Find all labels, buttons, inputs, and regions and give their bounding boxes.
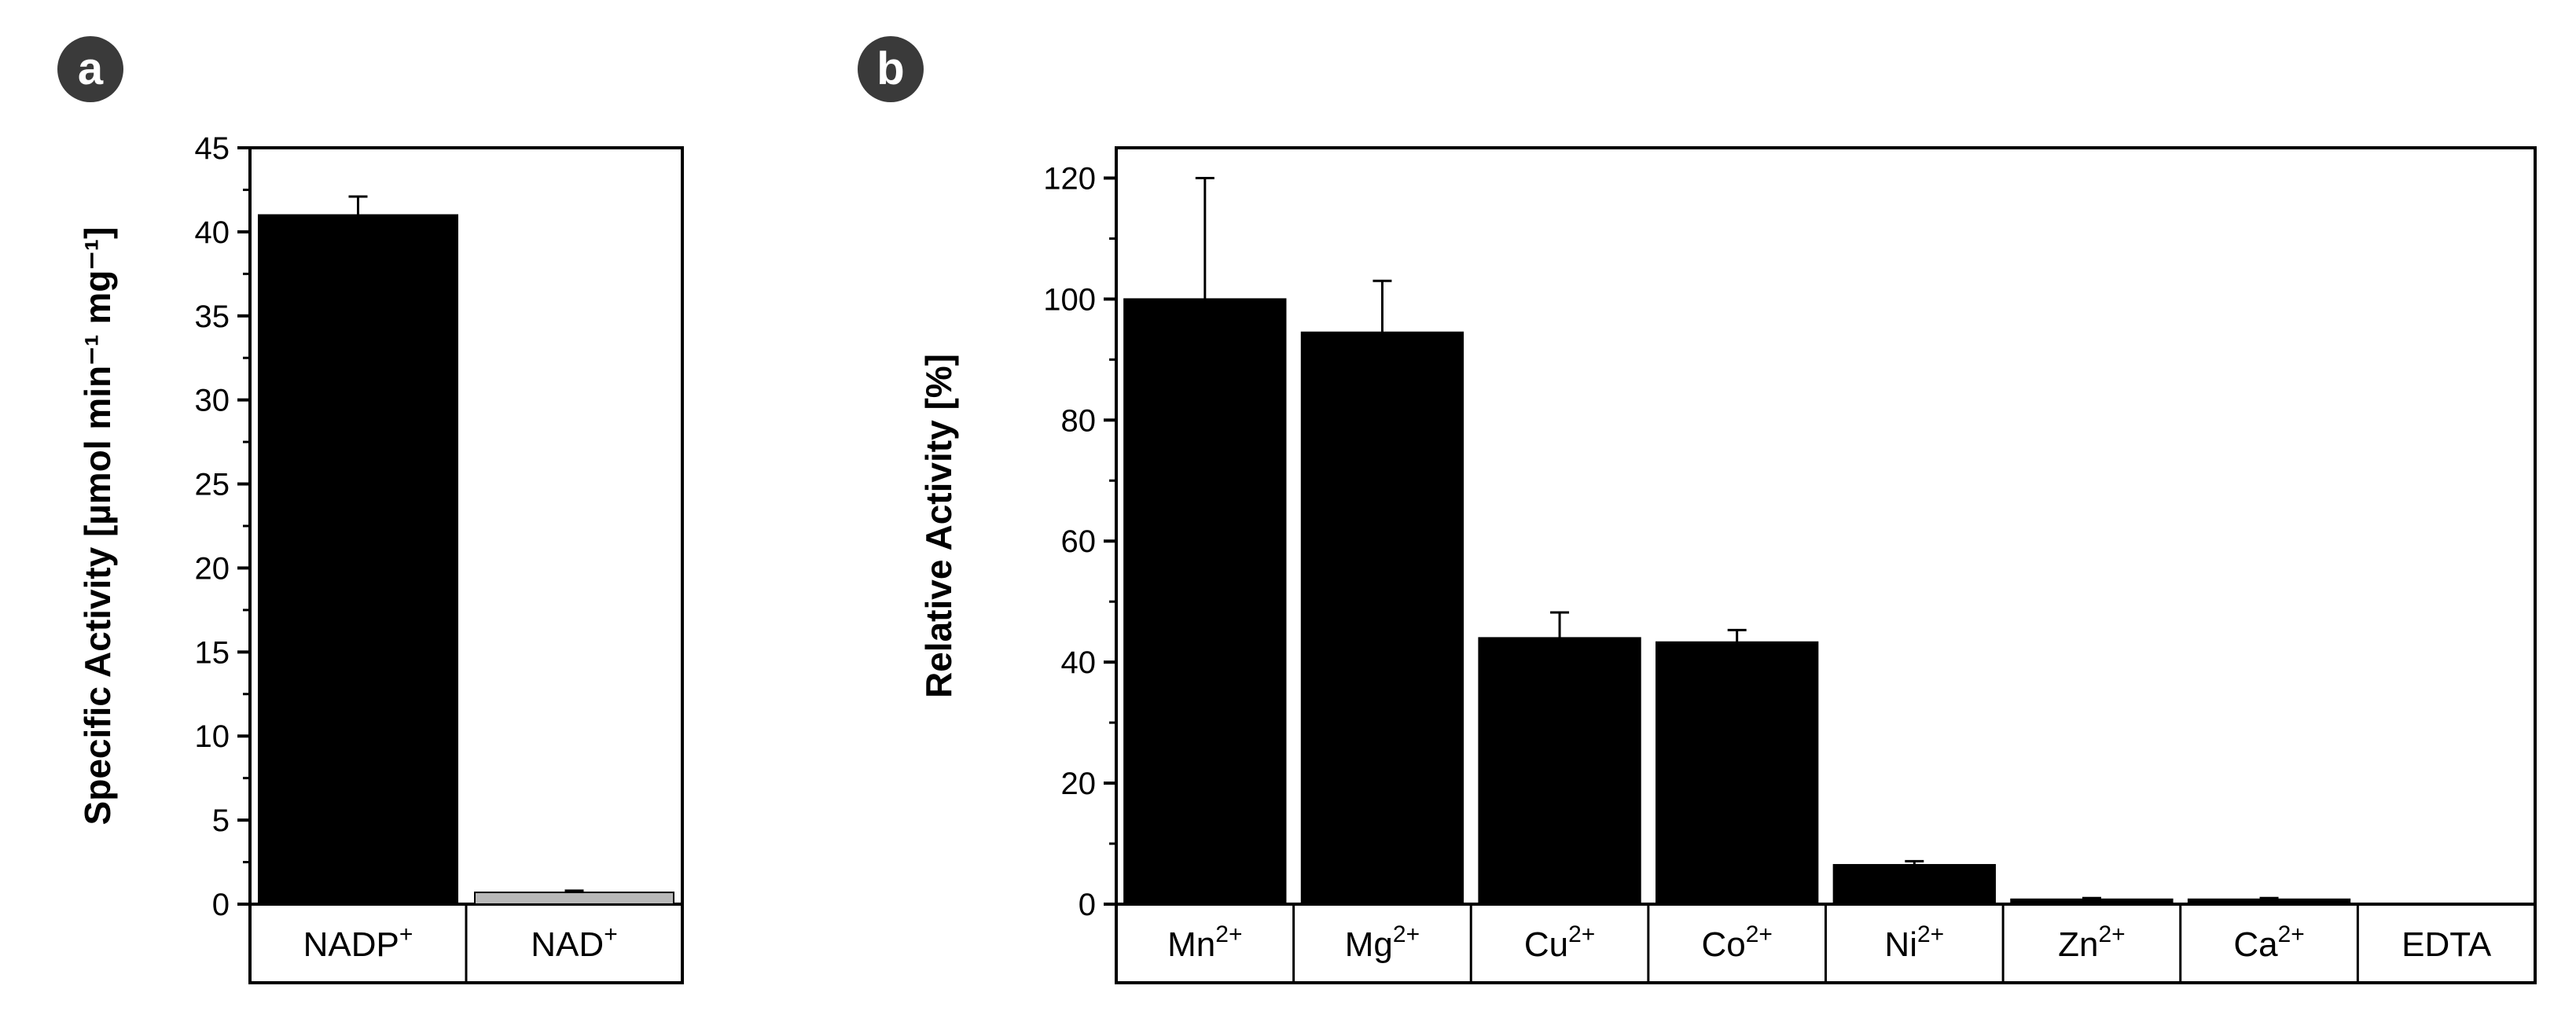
panel-b-category-label: EDTA	[2401, 925, 2492, 964]
panel-b-category-name: Mg	[1345, 925, 1393, 964]
panel-b-bar	[2187, 898, 2351, 905]
panel-b-category-label: Cu2+	[1524, 921, 1595, 964]
panel-a-ytick-label: 30	[195, 384, 230, 418]
panel-b-chart: b 0 20 40 60 80 100 120 Relative Activity [%] Mn…	[858, 36, 2537, 984]
panel-b-category-superscript: 2+	[1393, 921, 1420, 947]
panel-b-ytick-label: 80	[1061, 403, 1097, 438]
panel-b-category-name: Ca	[2233, 925, 2278, 964]
panel-b-category-name: Zn	[2058, 925, 2098, 964]
panel-b-category-label: Mn2+	[1167, 921, 1242, 964]
panel-b-category-superscript: 2+	[1215, 921, 1242, 947]
panel-b-category-superscript: 2+	[1746, 921, 1773, 947]
panel-a-category-superscript: +	[399, 921, 413, 947]
panel-a-bar	[258, 214, 458, 905]
panel-a-bar	[474, 892, 674, 905]
panel-b-bar	[1123, 298, 1287, 905]
panel-b-category-name: EDTA	[2401, 925, 2492, 964]
panel-b-ytick-label: 40	[1061, 645, 1097, 680]
panel-a-ytick-label: 20	[195, 551, 230, 586]
panel-b-bar	[1655, 641, 1819, 905]
panel-a-ytick-label: 0	[212, 888, 230, 922]
panel-b-category-name: Mn	[1167, 925, 1215, 964]
panel-b-category-label: Mg2+	[1345, 921, 1420, 964]
panel-b-category-superscript: 2+	[1917, 921, 1944, 947]
panel-b-category-superscript: 2+	[2099, 921, 2126, 947]
panel-b-ytick-label: 120	[1043, 161, 1096, 196]
panel-a-category-superscript: +	[604, 921, 618, 947]
panel-b-bar	[1478, 637, 1641, 905]
panel-b-category-label: Co2+	[1701, 921, 1772, 964]
panel-b-category-superscript: 2+	[1568, 921, 1595, 947]
panel-a-ytick-label: 40	[195, 215, 230, 250]
panel-b-ytick-label: 100	[1043, 282, 1096, 317]
panel-b-category-superscript: 2+	[2278, 921, 2305, 947]
panel-b-ytick-label: 20	[1061, 767, 1097, 801]
panel-b-ytick-label: 0	[1079, 888, 1096, 922]
panel-b-bar	[1300, 331, 1464, 905]
panel-a-category-name: NADP	[303, 925, 399, 964]
panel-b-ytick-label: 60	[1061, 524, 1097, 559]
panel-b-category-label: Zn2+	[2058, 921, 2126, 964]
panel-b-category-label: Ca2+	[2233, 921, 2304, 964]
panel-b-y-axis-label: Relative Activity [%]	[918, 354, 959, 698]
panel-b-bar	[2010, 898, 2174, 905]
panel-b-category-name: Cu	[1524, 925, 1568, 964]
panel-a-category-name: NAD	[531, 925, 604, 964]
panel-b-category-name: Co	[1701, 925, 1745, 964]
panel-b-letter: b	[876, 43, 904, 94]
panel-a-category-label: NAD+	[531, 921, 617, 964]
panel-b-category-label: Ni2+	[1884, 921, 1944, 964]
panel-a-ytick-label: 10	[195, 719, 230, 754]
panel-a-category-label: NADP+	[303, 921, 413, 964]
panel-b-bar	[1832, 863, 1996, 905]
panel-a-badge	[57, 36, 123, 102]
panel-a-ytick-label: 25	[195, 468, 230, 502]
panel-a-ytick-label: 45	[195, 131, 230, 166]
panel-a-ytick-label: 5	[212, 804, 230, 838]
panel-a-ytick-label: 15	[195, 635, 230, 670]
panel-a-ytick-label: 35	[195, 300, 230, 334]
panel-a-y-axis-label: Specific Activity [µmol min⁻¹ mg⁻¹]	[77, 227, 118, 826]
panel-a-letter: a	[78, 43, 104, 94]
panel-b-category-name: Ni	[1884, 925, 1917, 964]
panel-a-chart: a 0 5 10 15 20 25 30 35 40 45 Specific Activity [µ…	[57, 36, 684, 984]
panel-b-badge	[858, 36, 924, 102]
